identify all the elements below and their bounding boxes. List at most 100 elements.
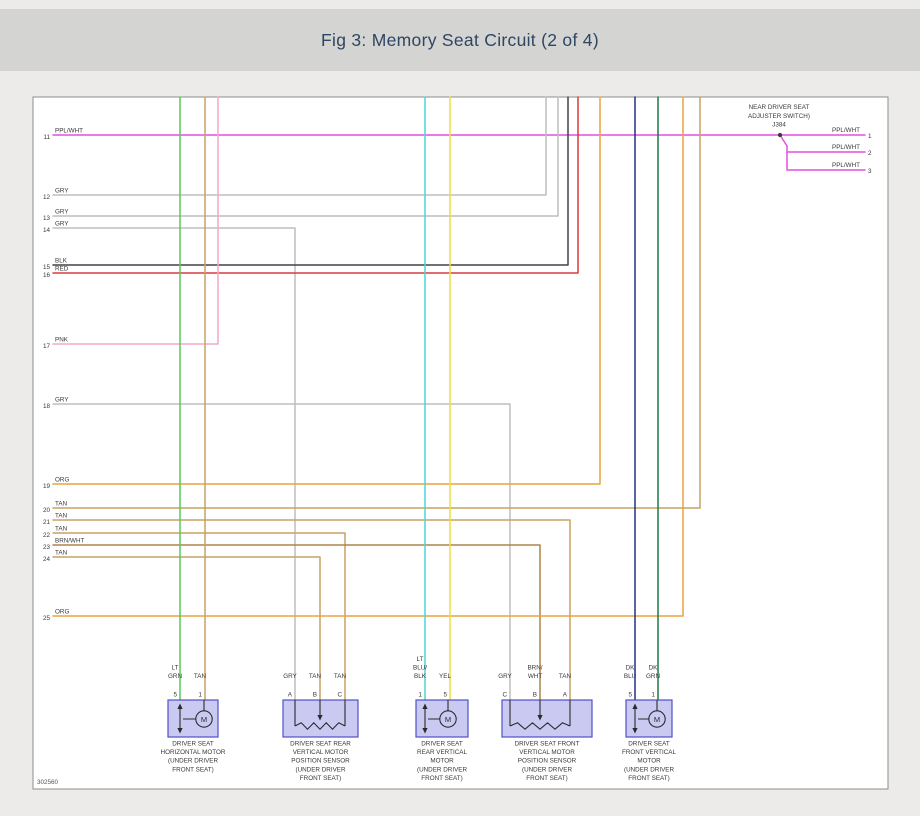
wire-color-label-15: BLK — [55, 258, 68, 265]
wire-20-tan — [52, 96, 701, 509]
wire-number-21: 21 — [43, 519, 51, 526]
pin-number: C — [502, 692, 507, 699]
wire-number-14: 14 — [43, 227, 51, 234]
component-caption-line: VERTICAL MOTOR — [293, 749, 349, 756]
pin-color-label: BLU — [624, 673, 637, 680]
pin-color-label: LT — [172, 664, 179, 671]
wire-22-tan — [52, 532, 346, 701]
wire-number-19: 19 — [43, 483, 51, 490]
figure-title-bar: Fig 3: Memory Seat Circuit (2 of 4) — [0, 9, 920, 71]
wire-number-20: 20 — [43, 507, 51, 514]
wire-color-label-11: PPL/WHT — [55, 128, 83, 135]
pin-color-label: TAN — [559, 673, 572, 680]
wire-color-label-20: TAN — [55, 501, 68, 508]
connector-title-line-2: ADJUSTER SWITCH) — [748, 113, 810, 120]
component-caption-line: (UNDER DRIVER — [624, 766, 674, 773]
wire-color-label-25: ORG — [55, 609, 69, 616]
wire-color-label-16: RED — [55, 266, 69, 273]
pin-color-label: TAN — [334, 673, 347, 680]
pot-wiper-arrow-icon — [317, 715, 323, 721]
wire-number-25: 25 — [43, 615, 51, 622]
pin-color-label: BLU/ — [413, 664, 427, 671]
wire-15-blk — [52, 96, 569, 266]
pin-number: A — [288, 692, 293, 699]
wire-color-label-18: GRY — [55, 397, 69, 404]
component-caption-line: FRONT SEAT) — [526, 775, 567, 782]
pot-resistor-icon — [509, 722, 571, 730]
component-caption-line: VERTICAL MOTOR — [519, 749, 575, 756]
terminal-pin-number-3: 3 — [868, 168, 872, 175]
motor-circle-icon — [195, 710, 213, 728]
component-caption-line: DRIVER SEAT — [172, 741, 214, 748]
component-caption-line: (UNDER DRIVER — [417, 766, 467, 773]
diagram-canvas — [32, 96, 889, 790]
motor-arrow-up-icon — [632, 703, 638, 709]
pin-number: 5 — [173, 692, 177, 699]
pin-number: 5 — [443, 692, 447, 699]
component-caption-line: POSITION SENSOR — [518, 758, 577, 765]
motor-arrow-down-icon — [632, 728, 638, 734]
component-box — [415, 699, 469, 738]
motor-arrow-up-icon — [177, 703, 183, 709]
terminal-pin-number-2: 2 — [868, 150, 872, 157]
pin-number: 1 — [651, 692, 655, 699]
wire-number-17: 17 — [43, 343, 51, 350]
component-caption-line: REAR VERTICAL — [417, 749, 467, 756]
wire-13-gry — [52, 96, 559, 217]
wire-number-18: 18 — [43, 403, 51, 410]
wire-25-org — [52, 96, 684, 617]
component-caption-line: (UNDER DRIVER — [522, 766, 572, 773]
wire-24-tan — [52, 556, 321, 701]
wire-19-org — [52, 96, 601, 485]
component-caption-line: MOTOR — [637, 758, 661, 765]
pin-color-label: YEL — [439, 673, 451, 680]
pin-color-label: GRY — [498, 673, 512, 680]
component-caption-line: DRIVER SEAT — [628, 741, 670, 748]
wire-color-label-23: BRN/WHT — [55, 538, 85, 545]
pin-color-label: GRN — [168, 673, 182, 680]
wire-number-11: 11 — [43, 134, 50, 141]
terminal-pin-number-1: 1 — [868, 133, 872, 140]
wire-number-24: 24 — [43, 556, 51, 563]
pin-number: C — [337, 692, 342, 699]
motor-letter: M — [201, 715, 207, 724]
pot-wiper-arrow-icon — [537, 715, 543, 721]
pin-number: 5 — [628, 692, 632, 699]
terminal-wire-label-3: PPL/WHT — [832, 162, 860, 169]
component-caption-line: HORIZONTAL MOTOR — [161, 749, 226, 756]
motor-letter: M — [654, 715, 660, 724]
terminal-wire-label-1: PPL/WHT — [832, 127, 860, 134]
pin-number: 1 — [418, 692, 422, 699]
wire-14-gry — [52, 227, 296, 701]
component-caption-line: (UNDER DRIVER — [295, 766, 345, 773]
wire-color-label-12: GRY — [55, 188, 69, 195]
junction-dot — [777, 132, 783, 138]
wire-number-23: 23 — [43, 544, 51, 551]
drawing-number: 302560 — [37, 779, 59, 786]
wire-21-tan — [52, 519, 571, 701]
pin-number: 1 — [198, 692, 202, 699]
wire-16-red — [52, 96, 579, 274]
component-box — [501, 699, 593, 738]
pin-color-label: LT — [417, 656, 424, 663]
component-4: C GRY B BRN/WHT A TAN DRIVER SEAT FRONTVERTICA… — [498, 664, 593, 782]
motor-arrow-up-icon — [422, 703, 428, 709]
component-caption-line: MOTOR — [430, 758, 454, 765]
pin-color-label: DK — [626, 664, 636, 671]
figure-title: Fig 3: Memory Seat Circuit (2 of 4) — [321, 29, 599, 50]
wire-number-13: 13 — [43, 215, 51, 222]
pin-color-label: GRN — [646, 673, 660, 680]
wire-color-label-19: ORG — [55, 477, 69, 484]
wire-number-22: 22 — [43, 532, 51, 539]
wire-color-label-17: PNK — [55, 337, 69, 344]
motor-circle-icon — [648, 710, 666, 728]
component-caption-line: FRONT SEAT) — [172, 766, 213, 773]
pin-number: A — [563, 692, 568, 699]
wire-color-label-22: TAN — [55, 526, 68, 533]
terminal-wire-label-2: PPL/WHT — [832, 144, 860, 151]
